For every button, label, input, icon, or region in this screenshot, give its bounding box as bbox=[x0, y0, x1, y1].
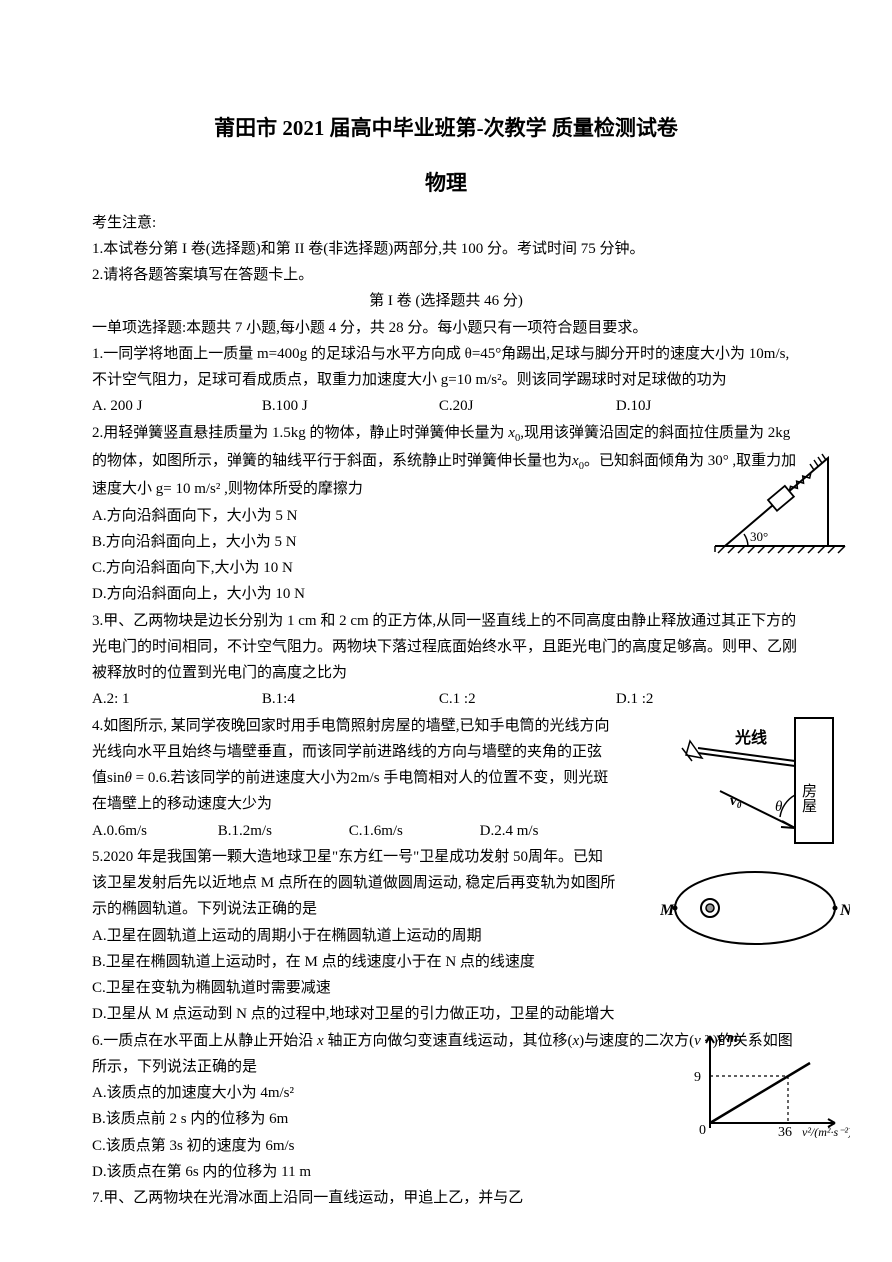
q1-options: A. 200 J B.100 J C.20J D.10J bbox=[92, 393, 800, 419]
svg-text:v₀: v₀ bbox=[730, 793, 742, 809]
question-2: 2.用轻弹簧竖直悬挂质量为 1.5kg 的物体，静止时弹簧伸长量为 x0,现用该… bbox=[92, 420, 800, 608]
notice-heading: 考生注意: bbox=[92, 210, 800, 236]
exam-title: 莆田市 2021 届高中毕业班第-次教学 质量检测试卷 bbox=[92, 110, 800, 147]
q5-opt-c: C.卫星在变轨为椭圆轨道时需要减速 bbox=[92, 975, 800, 1001]
svg-text:房屋: 房屋 bbox=[800, 783, 817, 813]
q2-text: 2.用轻弹簧竖直悬挂质量为 1.5kg 的物体，静止时弹簧伸长量为 x0,现用该… bbox=[92, 420, 800, 503]
part1-header: 第 I 卷 (选择题共 46 分) bbox=[92, 288, 800, 314]
q1-opt-d: D.10J bbox=[616, 393, 793, 419]
q7-text: 7.甲、乙两物块在光滑冰面上沿同一直线运动，甲追上乙，并与乙 bbox=[92, 1185, 602, 1211]
q4-opt-d: D.2.4 m/s bbox=[480, 818, 611, 844]
q4-text: 4.如图所示, 某同学夜晚回家时用手电筒照射房屋的墙壁,已知手电筒的光线方向光线… bbox=[92, 713, 616, 818]
q4-figure-wall: 房屋 光线 v₀ θ bbox=[680, 713, 840, 843]
question-6: 6.一质点在水平面上从静止开始沿 x 轴正方向做匀变速直线运动，其位移(x)与速… bbox=[92, 1028, 800, 1186]
q3-text: 3.甲、乙两物块是边长分别为 1 cm 和 2 cm 的正方体,从同一竖直线上的… bbox=[92, 608, 800, 687]
q1-text: 1.一同学将地面上一质量 m=400g 的足球沿与水平方向成 θ=45°角踢出,… bbox=[92, 341, 800, 394]
svg-text:θ: θ bbox=[775, 799, 783, 815]
svg-text:30°: 30° bbox=[750, 529, 768, 544]
q1-opt-c: C.20J bbox=[439, 393, 616, 419]
q6-figure-graph: x/m 9 0 36 v²/(m²·s⁻²) bbox=[680, 1028, 840, 1138]
q1-opt-b: B.100 J bbox=[262, 393, 439, 419]
q3-opt-b: B.1:4 bbox=[262, 686, 439, 712]
svg-text:0: 0 bbox=[699, 1123, 706, 1138]
q5-figure-orbit: M N bbox=[660, 863, 850, 953]
question-7: 7.甲、乙两物块在光滑冰面上沿同一直线运动，甲追上乙，并与乙 bbox=[92, 1185, 800, 1211]
q4-opt-b: B.1.2m/s bbox=[218, 818, 349, 844]
q2-options: A.方向沿斜面向下，大小为 5 N B.方向沿斜面向上，大小为 5 N C.方向… bbox=[92, 503, 800, 608]
svg-text:v²/(m²·s⁻²): v²/(m²·s⁻²) bbox=[802, 1125, 850, 1138]
q5-opt-d: D.卫星从 M 点运动到 N 点的过程中,地球对卫星的引力做正功，卫星的动能增大 bbox=[92, 1001, 800, 1027]
q2-opt-d: D.方向沿斜面向上，大小为 10 N bbox=[92, 581, 800, 607]
q3-opt-d: D.1 :2 bbox=[616, 686, 793, 712]
q3-opt-a: A.2: 1 bbox=[92, 686, 262, 712]
q5-text: 5.2020 年是我国第一颗大造地球卫星"东方红一号"卫星成功发射 50周年。已… bbox=[92, 844, 616, 923]
q2-figure-incline: 30° bbox=[710, 448, 850, 558]
q4-opt-c: C.1.6m/s bbox=[349, 818, 480, 844]
q1-opt-a: A. 200 J bbox=[92, 393, 262, 419]
question-4-5: 4.如图所示, 某同学夜晚回家时用手电筒照射房屋的墙壁,已知手电筒的光线方向光线… bbox=[92, 713, 800, 1028]
subject-title: 物理 bbox=[92, 165, 800, 202]
q2-opt-a: A.方向沿斜面向下，大小为 5 N bbox=[92, 503, 800, 529]
q6-opt-d: D.该质点在第 6s 内的位移为 11 m bbox=[92, 1159, 800, 1185]
q4-options: A.0.6m/s B.1.2m/s C.1.6m/s D.2.4 m/s bbox=[92, 818, 616, 844]
svg-text:9: 9 bbox=[694, 1070, 701, 1085]
notice-line-2: 2.请将各题答案填写在答题卡上。 bbox=[92, 262, 800, 288]
q2-opt-b: B.方向沿斜面向上，大小为 5 N bbox=[92, 529, 800, 555]
svg-text:x/m: x/m bbox=[715, 1031, 738, 1046]
svg-text:M: M bbox=[660, 902, 675, 919]
question-1: 1.一同学将地面上一质量 m=400g 的足球沿与水平方向成 θ=45°角踢出,… bbox=[92, 341, 800, 420]
q2-opt-c: C.方向沿斜面向下,大小为 10 N bbox=[92, 555, 800, 581]
q5-opt-b: B.卫星在椭圆轨道上运动时，在 M 点的线速度小于在 N 点的线速度 bbox=[92, 949, 616, 975]
svg-text:N: N bbox=[839, 902, 850, 919]
q4-opt-a: A.0.6m/s bbox=[92, 818, 218, 844]
svg-text:36: 36 bbox=[778, 1125, 792, 1138]
section1-intro: 一单项选择题:本题共 7 小题,每小题 4 分，共 28 分。每小题只有一项符合… bbox=[92, 315, 800, 341]
q3-opt-c: C.1 :2 bbox=[439, 686, 616, 712]
notice-line-1: 1.本试卷分第 I 卷(选择题)和第 II 卷(非选择题)两部分,共 100 分… bbox=[92, 236, 800, 262]
q3-options: A.2: 1 B.1:4 C.1 :2 D.1 :2 bbox=[92, 686, 800, 712]
svg-text:光线: 光线 bbox=[734, 728, 767, 747]
question-3: 3.甲、乙两物块是边长分别为 1 cm 和 2 cm 的正方体,从同一竖直线上的… bbox=[92, 608, 800, 713]
